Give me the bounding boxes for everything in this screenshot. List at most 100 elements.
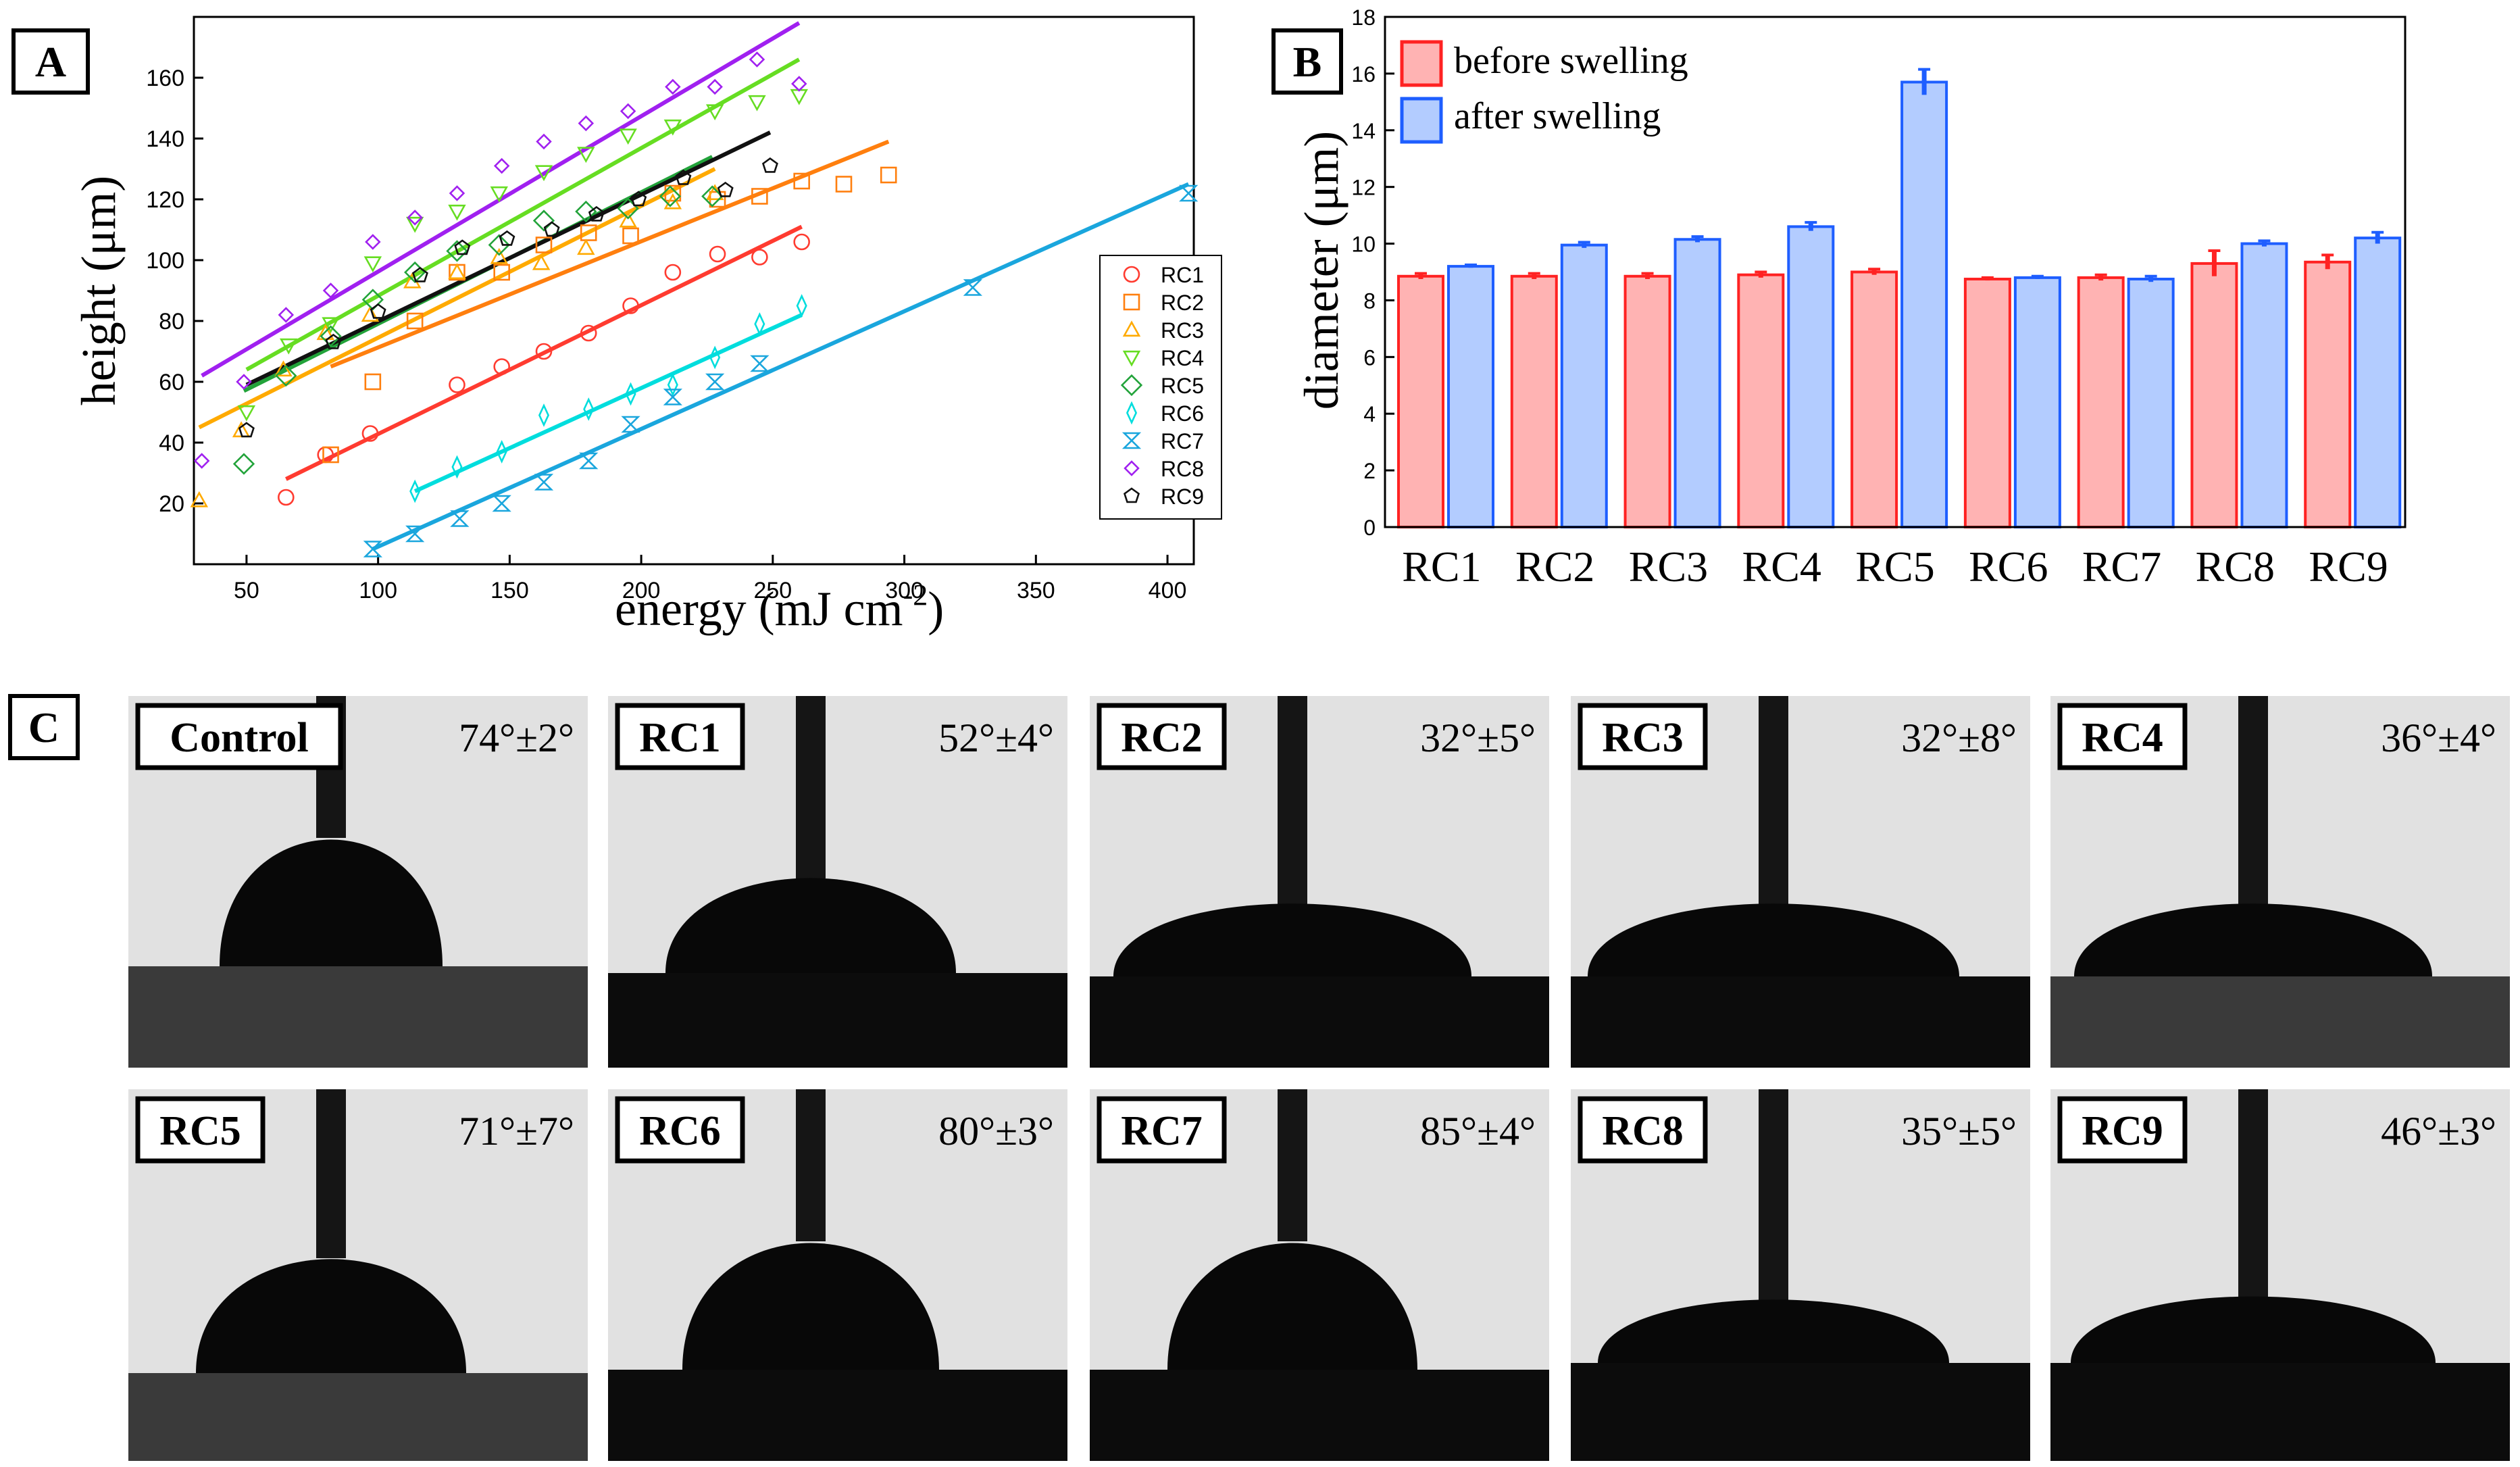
point-rc8	[322, 282, 339, 299]
bar-after-rc7	[2127, 277, 2175, 528]
point-rc4	[577, 147, 595, 164]
point-rc2	[493, 264, 510, 281]
y-tick-label: 120	[146, 187, 184, 213]
y-axis-label: height (μm)	[72, 176, 126, 406]
point-rc3	[361, 305, 380, 322]
point-rc7	[663, 389, 682, 405]
bar-groups: RC1 RC2 RC3 RC4 RC5 RC6 RC7 RC8 RC9	[1397, 68, 2402, 591]
point-rc5	[532, 209, 555, 232]
contact-angle-value: 71°±7°	[459, 1109, 574, 1153]
droplet	[196, 1259, 466, 1373]
fit-lines	[198, 21, 1190, 551]
bar-after-rc6	[2013, 276, 2061, 528]
legend-label-rc3: RC3	[1161, 318, 1204, 343]
legend-swatch-before	[1400, 40, 1443, 87]
point-rc1	[751, 249, 768, 266]
legend-label-rc2: RC2	[1161, 291, 1204, 315]
contact-angle-photo-control: Control 74°±2°	[128, 696, 588, 1068]
point-rc2	[535, 237, 553, 253]
substrate	[608, 1370, 1067, 1461]
plot-b-frame	[1384, 16, 2406, 528]
point-rc1	[580, 324, 597, 342]
point-rc8	[791, 76, 807, 92]
point-rc8	[493, 157, 510, 174]
point-rc7	[534, 474, 554, 491]
y-tick-label-b: 12	[1351, 176, 1376, 200]
category-label-rc7: RC7	[2082, 543, 2161, 591]
sample-label: RC8	[1602, 1108, 1684, 1154]
point-rc5	[488, 234, 510, 256]
x-tick-label: 300	[885, 578, 924, 603]
bar-group-rc5	[1850, 68, 1948, 528]
category-label-rc6: RC6	[1969, 543, 2048, 591]
point-rc3	[577, 239, 595, 255]
bar-before-rc9	[2304, 260, 2352, 528]
legend-a-frame	[1099, 255, 1222, 520]
point-rc1	[535, 343, 553, 360]
point-rc9	[717, 181, 734, 197]
x-axis-label: energy (mJ cm-2)	[615, 578, 944, 636]
x-tick-label: 200	[622, 578, 661, 603]
substrate	[128, 966, 588, 1068]
needle	[316, 1089, 346, 1258]
category-label-rc1: RC1	[1402, 543, 1481, 591]
point-rc2	[322, 446, 339, 464]
fit-line-rc2	[330, 139, 890, 369]
substrate	[2050, 1363, 2510, 1461]
point-rc7	[492, 495, 511, 512]
y-tick-label: 140	[146, 126, 184, 152]
point-rc5	[232, 453, 255, 475]
category-label-rc9: RC9	[2309, 543, 2388, 591]
y-tick-label-b: 10	[1351, 232, 1376, 257]
point-rc4	[490, 186, 508, 203]
point-rc8	[707, 78, 723, 95]
point-rc5	[446, 240, 468, 262]
point-rc9	[370, 303, 386, 319]
point-rc3	[316, 324, 334, 341]
point-rc2	[751, 188, 768, 205]
point-rc1	[493, 358, 510, 375]
contact-angle-value: 32°±8°	[1901, 716, 2017, 760]
point-rc3	[532, 253, 551, 270]
legend-b: before swelling after swelling	[1400, 40, 1688, 144]
bar-group-rc7	[2077, 273, 2175, 528]
point-rc6	[667, 373, 678, 397]
needle	[1759, 1089, 1788, 1302]
bar-after-rc2	[1560, 243, 1608, 528]
category-label-rc5: RC5	[1855, 543, 1934, 591]
droplet	[1598, 1299, 1949, 1363]
category-label-rc4: RC4	[1742, 543, 1821, 591]
point-rc8	[665, 78, 681, 95]
point-rc1	[622, 297, 639, 314]
y-tick-label: 160	[146, 66, 184, 91]
point-rc9	[238, 422, 255, 438]
contact-angle-value: 36°±4°	[2381, 716, 2496, 760]
substrate	[1090, 1370, 1549, 1461]
point-rc4	[663, 119, 682, 136]
legend-a: RC1 RC2 RC3 RC4 RC5 RC6 RC7 RC8 RC9	[1099, 255, 1222, 520]
x-tick-label: 100	[359, 578, 397, 603]
point-rc6	[583, 397, 595, 421]
point-rc9	[411, 266, 428, 282]
panel-c: C Control 74°±2° RC1 52°±4° RC2 32°±5° RC3 32°±…	[8, 694, 2510, 1461]
bar-before-rc4	[1737, 273, 1785, 528]
y-tick-label: 80	[159, 309, 184, 334]
point-rc2	[364, 373, 382, 391]
x-tick-label: 400	[1149, 578, 1187, 603]
contact-angle-value: 80°±3°	[938, 1109, 1054, 1153]
sample-label: RC6	[639, 1108, 721, 1154]
point-rc3	[663, 193, 682, 209]
y-tick-label: 60	[159, 370, 184, 395]
legend-marker-rc1	[1123, 266, 1140, 283]
legend-label-rc7: RC7	[1161, 429, 1204, 453]
bar-after-rc8	[2240, 242, 2288, 528]
sample-label-box	[2057, 1096, 2188, 1164]
fit-line-rc7	[372, 182, 1190, 551]
point-rc9	[543, 221, 560, 237]
contact-angle-value: 35°±5°	[1901, 1109, 2017, 1153]
contact-angle-photo-rc7: RC7 85°±4°	[1090, 1089, 1549, 1461]
bar-group-rc2	[1510, 241, 1608, 528]
fit-line-rc6	[413, 313, 803, 493]
point-rc4	[405, 216, 424, 233]
point-rc5	[701, 185, 724, 207]
